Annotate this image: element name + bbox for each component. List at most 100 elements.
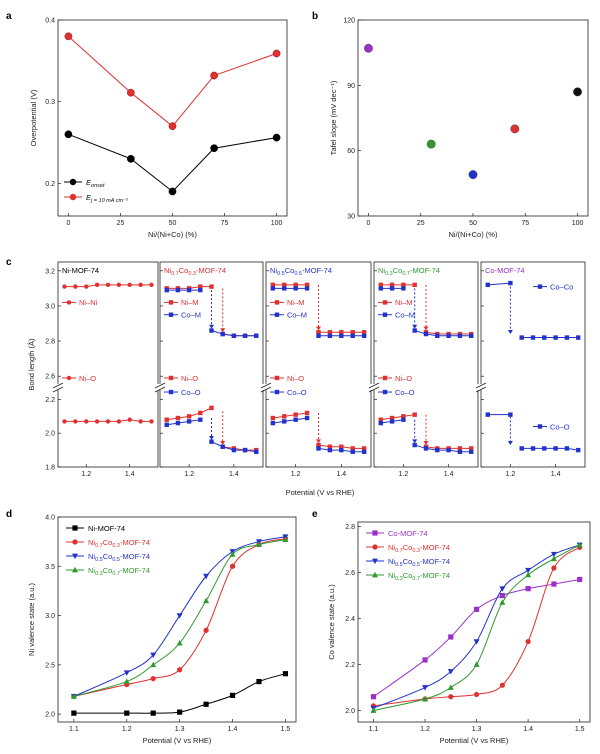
- legend-entry: Co–M: [181, 311, 201, 320]
- subpanel-title: Ni-MOF-74: [62, 266, 99, 275]
- data-point: [304, 286, 310, 291]
- x-tick-label: 1.3: [472, 726, 482, 733]
- data-point: [370, 707, 377, 713]
- data-point: [168, 122, 177, 131]
- data-point: [149, 282, 154, 288]
- arrow-head: [209, 324, 214, 329]
- legend-entry: Ni0.7Co0.3-MOF-74: [388, 543, 450, 554]
- data-point: [389, 419, 395, 424]
- series-line: [73, 538, 286, 697]
- data-point: [361, 333, 367, 338]
- axis-break-mark: [475, 386, 487, 393]
- x-tick-label: 1.2: [420, 726, 430, 733]
- data-point: [423, 446, 429, 451]
- plot-frame: [57, 261, 159, 468]
- subpanel-title: Co-MOF-74: [485, 266, 525, 275]
- legend-marker: [168, 300, 174, 305]
- data-point: [186, 419, 192, 424]
- data-point: [378, 417, 383, 422]
- data-point: [525, 586, 531, 592]
- axis-break-mark: [52, 386, 64, 393]
- y-tick-label: 1.8: [45, 465, 55, 472]
- legend-marker: [168, 389, 174, 395]
- legend-entry: Co–M: [287, 311, 307, 320]
- x-tick-label: 1.2: [122, 726, 132, 733]
- x-tick-label: 50: [469, 220, 477, 227]
- x-tick-label: 75: [521, 220, 529, 227]
- subscript: 0.7: [171, 271, 179, 277]
- x-tick-label: 50: [169, 220, 177, 227]
- axis-break-gap: [156, 384, 164, 390]
- data-point: [576, 541, 583, 548]
- x-tick-label: 1.3: [175, 726, 185, 733]
- x-tick-label: 1.4: [228, 726, 238, 733]
- text-span: Ni-MOF-74: [88, 524, 125, 533]
- subpanel-4: 1.2 1.4 Co-MOF-74 Co–Co Co–O: [475, 261, 586, 478]
- x-tick-label: 100: [572, 220, 584, 227]
- data-point: [508, 280, 513, 286]
- data-point: [150, 710, 156, 716]
- data-point: [229, 692, 236, 698]
- x-tick-label: 1.5: [575, 726, 585, 733]
- axis-break-mark: [475, 382, 487, 389]
- data-point: [485, 282, 490, 288]
- series-line: [414, 330, 472, 337]
- data-point: [282, 419, 287, 424]
- x-tick-label: 1.2: [81, 471, 91, 478]
- data-point: [389, 415, 395, 421]
- subscript: 0.3: [385, 271, 393, 277]
- y-axis-label: Ni valence state (a.u.): [27, 583, 36, 656]
- x-tick-label: 1.2: [184, 471, 194, 478]
- text-span: Co: [403, 543, 413, 552]
- y-tick-label: 3.2: [45, 268, 55, 275]
- axis-break-mark: [368, 386, 380, 393]
- axis-break-gap: [477, 384, 485, 390]
- data-point: [304, 410, 310, 416]
- data-point: [282, 286, 287, 291]
- data-point: [469, 446, 474, 451]
- data-point: [105, 282, 111, 288]
- legend-marker: [274, 300, 280, 305]
- data-point: [73, 419, 78, 424]
- data-point: [457, 449, 463, 454]
- series-line: [373, 578, 580, 698]
- legend-marker: [72, 553, 78, 560]
- data-point: [361, 449, 367, 454]
- data-point: [412, 412, 417, 417]
- series-line: [222, 446, 257, 451]
- text-span: Co-MOF-74: [485, 266, 525, 275]
- arrow-head: [220, 328, 226, 333]
- scatter-point: [510, 124, 520, 134]
- y-tick-label: 2.2: [345, 662, 355, 669]
- y-tick-label: 2.2: [45, 397, 55, 404]
- y-tick-label: 2.0: [345, 708, 355, 715]
- scatter-point: [364, 43, 373, 53]
- x-tick-label: 1.2: [506, 471, 516, 478]
- data-point: [435, 447, 440, 453]
- data-point: [242, 447, 248, 453]
- data-point: [164, 417, 169, 422]
- plot-frame: [357, 19, 589, 217]
- data-point: [149, 419, 154, 424]
- data-point: [177, 709, 183, 715]
- data-point: [508, 412, 513, 417]
- data-point: [220, 331, 225, 337]
- legend-entry: Ni–O: [395, 374, 412, 383]
- panel-c: c 1.8 2.0 2.2 2.6 2.8 3.0 3.2 Bond length (Å) Pot…: [6, 257, 586, 497]
- data-point: [127, 88, 135, 97]
- subpanel-0: 1.2 1.4 Ni-MOF-74 Ni–Ni Ni–O: [52, 261, 159, 478]
- data-point: [123, 678, 130, 684]
- legend-marker: [382, 300, 388, 305]
- x-tick-label: 1.4: [336, 471, 346, 478]
- data-point: [378, 420, 383, 426]
- data-point: [176, 613, 183, 619]
- data-point: [350, 330, 355, 335]
- data-point: [370, 694, 377, 700]
- data-point: [186, 414, 192, 419]
- subscript: 0.5: [277, 271, 285, 277]
- subscript: 0.3: [395, 576, 403, 582]
- subpanel-1: 1.2 1.4 Ni0.7Co0.3-MOF-74 Ni–M Co–M Ni–O Co–O: [154, 261, 264, 478]
- text-span: Co: [285, 266, 295, 275]
- legend-marker: [372, 558, 378, 565]
- data-point: [577, 576, 583, 583]
